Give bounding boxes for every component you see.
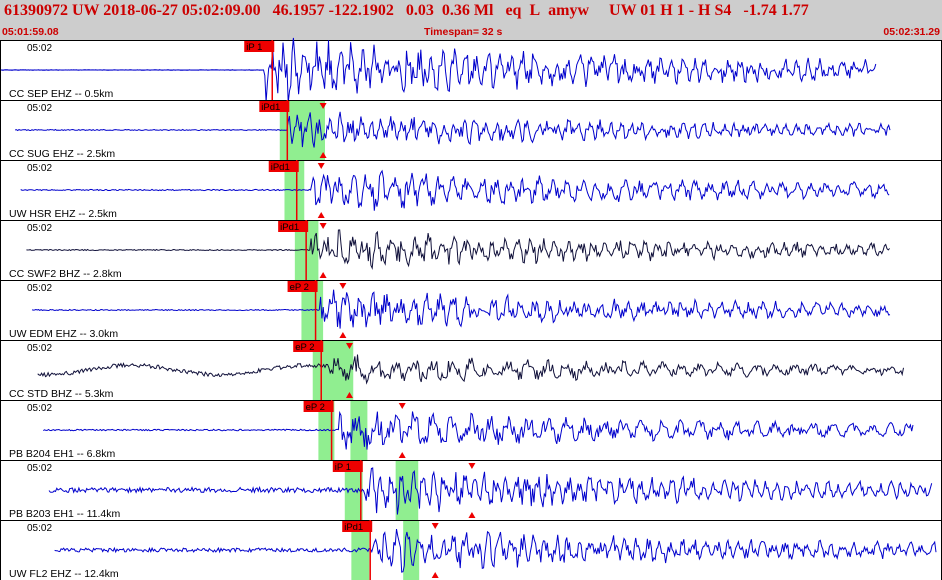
trace-time-label: 05:02 (27, 343, 52, 354)
pick-window (351, 521, 370, 580)
waveform (14, 111, 891, 148)
event-summary-line: 61390972 UW 2018-06-27 05:02:09.00 46.19… (4, 2, 809, 20)
station-label: UW FL2 EHZ -- 12.4km (9, 568, 119, 580)
pick-label: iP 1 (246, 42, 262, 53)
station-label: UW EDM EHZ -- 3.0km (9, 328, 118, 340)
pick-flag (259, 101, 290, 112)
trace-border (0, 340, 942, 401)
trace-5: eP 2 05:02 CC STD BHZ -- 5.3km (0, 340, 942, 401)
event-extra-vals: -1.74 1.77 (743, 2, 809, 19)
pick-label: iPd1 (271, 162, 290, 173)
event-id: 61390972 (4, 2, 68, 19)
waveform (43, 410, 914, 450)
waveform (48, 467, 933, 515)
station-label: CC SWF2 BHZ -- 2.8km (9, 268, 122, 280)
pick-window (350, 401, 368, 460)
start-time-label: 05:01:59.08 (2, 26, 59, 38)
s-marker-bottom (398, 452, 406, 458)
pick-flag (278, 221, 309, 232)
trace-3: iPd1 05:02 CC SWF2 BHZ -- 2.8km (0, 220, 942, 281)
end-time-label: 05:02:31.29 (883, 26, 940, 38)
s-marker-bottom (468, 512, 476, 518)
event-lon: -122.1902 (328, 2, 394, 19)
pick-flag (293, 341, 324, 352)
event-quality: L (529, 2, 541, 19)
pick-label: eP 2 (295, 342, 314, 353)
trace-0: iP 1 05:02 CC SEP EHZ -- 0.5km (0, 37, 942, 103)
station-label: PB B203 EH1 -- 11.4km (9, 508, 121, 520)
event-type: eq (505, 2, 522, 19)
trace-4: eP 2 05:02 UW EDM EHZ -- 3.0km (0, 280, 942, 341)
event-magnitude: 0.36 Ml (441, 2, 494, 19)
s-marker-top (345, 343, 353, 349)
pick-flag (244, 41, 275, 52)
pick-flag (332, 461, 363, 472)
trace-time-label: 05:02 (27, 103, 52, 114)
pick-label: iP 1 (335, 462, 351, 473)
trace-time-label: 05:02 (27, 463, 52, 474)
timespan-label: Timespan= 32 s (424, 26, 503, 38)
station-label: CC SEP EHZ -- 0.5km (9, 88, 113, 100)
pick-window (284, 161, 305, 220)
station-label: CC STD BHZ -- 5.3km (9, 388, 114, 400)
s-marker-top (398, 403, 406, 409)
trace-8: iPd1 05:02 UW FL2 EHZ -- 12.4km (0, 520, 942, 580)
s-marker-bottom (339, 332, 347, 338)
waveform (20, 169, 890, 211)
pick-window (344, 461, 363, 520)
trace-6: eP 2 05:02 PB B204 EH1 -- 6.8km (0, 400, 942, 461)
station-label: CC SUG EHZ -- 2.5km (9, 148, 115, 160)
event-header: 61390972 UW 2018-06-27 05:02:09.00 46.19… (0, 0, 942, 40)
s-marker-top (319, 103, 327, 109)
s-marker-bottom (319, 272, 327, 278)
trace-time-label: 05:02 (27, 223, 52, 234)
s-marker-bottom (319, 152, 327, 158)
pick-window (292, 101, 325, 160)
event-depth: 0.03 (405, 2, 434, 19)
s-marker-bottom (431, 572, 439, 578)
pick-label: iPd1 (261, 102, 280, 113)
pick-label: eP 2 (290, 282, 309, 293)
s-marker-top (339, 283, 347, 289)
trace-2: iPd1 05:02 UW HSR EHZ -- 2.5km (0, 160, 942, 221)
pick-label: iPd1 (344, 522, 363, 533)
waveform (31, 289, 891, 329)
trace-time-label: 05:02 (27, 403, 52, 414)
event-lat: 46.1957 (272, 2, 325, 19)
waveform (37, 354, 904, 385)
s-marker-bottom (345, 392, 353, 398)
station-label: PB B204 EH1 -- 6.8km (9, 448, 115, 460)
event-author: amyw (548, 2, 590, 19)
pick-flag (287, 281, 318, 292)
trace-time-label: 05:02 (27, 523, 52, 534)
station-label: UW HSR EHZ -- 2.5km (9, 208, 117, 220)
s-marker-bottom (317, 212, 325, 218)
trace-time-label: 05:02 (27, 43, 52, 54)
pick-label: eP 2 (306, 402, 325, 413)
waveform (26, 229, 890, 270)
trace-1: iPd1 05:02 CC SUG EHZ -- 2.5km (0, 100, 942, 161)
s-marker-top (319, 223, 327, 229)
pick-window (301, 281, 324, 340)
pick-window (403, 521, 420, 580)
s-marker-top (431, 523, 439, 529)
trace-time-label: 05:02 (27, 163, 52, 174)
s-marker-top (317, 163, 325, 169)
trace-time-label: 05:02 (27, 283, 52, 294)
trace-7: iP 1 05:02 PB B203 EH1 -- 11.4km (0, 460, 942, 521)
event-datetime: 2018-06-27 05:02:09.00 (103, 2, 261, 19)
event-extra: UW 01 H 1 - H S4 (609, 2, 732, 19)
pick-flag (268, 161, 299, 172)
s-marker-top (468, 463, 476, 469)
waveform (54, 529, 937, 573)
pick-flag (303, 401, 334, 412)
event-network: UW (72, 2, 100, 19)
pick-label: iPd1 (280, 222, 299, 233)
pick-flag (342, 521, 373, 532)
